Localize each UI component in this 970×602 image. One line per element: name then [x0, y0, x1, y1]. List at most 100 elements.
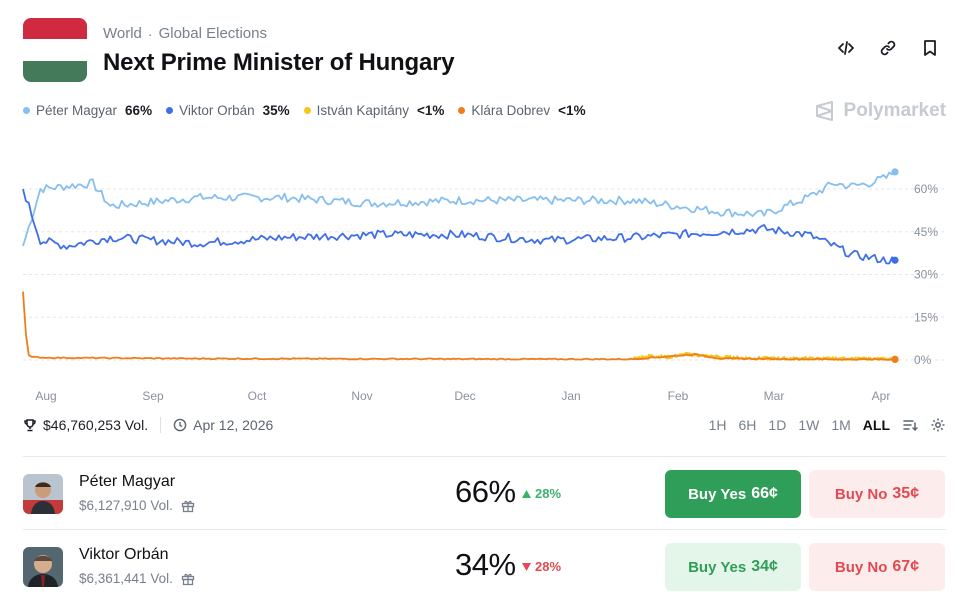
legend-label: István Kapitány: [316, 103, 409, 118]
volume-stat: $46,760,253 Vol.: [23, 417, 148, 433]
range-1h[interactable]: 1H: [708, 417, 727, 433]
legend-dot: [303, 107, 311, 114]
series-line-p-ter-magyar: [22, 171, 896, 247]
chart-legend: Péter Magyar 66% Viktor Orbán 35% István…: [23, 103, 586, 118]
series-endpoint: [891, 168, 899, 176]
buy-no-price: 35¢: [892, 485, 920, 502]
embed-code-icon[interactable]: [836, 38, 856, 58]
x-tick-label: Jan: [561, 389, 580, 403]
legend-value: <1%: [416, 103, 445, 118]
end-date-text: Apr 12, 2026: [193, 417, 274, 433]
legend-value: 66%: [125, 103, 153, 118]
triangle-up-icon: [522, 489, 531, 498]
x-tick-label: Sep: [142, 389, 164, 403]
page-title: Next Prime Minister of Hungary: [103, 49, 455, 76]
legend-value: 35%: [262, 103, 290, 118]
y-tick-label: 15%: [914, 310, 938, 324]
breadcrumb-world[interactable]: World: [103, 25, 142, 42]
range-6h[interactable]: 6H: [738, 417, 757, 433]
buy-yes-button[interactable]: Buy Yes 66¢: [665, 470, 801, 518]
hungary-flag: [23, 18, 87, 82]
x-tick-label: Aug: [35, 389, 56, 403]
clock-icon: [173, 418, 187, 432]
buy-yes-button[interactable]: Buy Yes 34¢: [665, 543, 801, 591]
legend-dot: [458, 107, 466, 114]
x-tick-label: Oct: [248, 389, 267, 403]
total-volume: $46,760,253 Vol.: [43, 417, 149, 433]
range-1m[interactable]: 1M: [831, 417, 851, 433]
y-tick-label: 0%: [914, 353, 932, 367]
x-tick-label: Nov: [351, 389, 372, 403]
legend-dot: [23, 107, 30, 114]
market-stats: $46,760,253 Vol. Apr 12, 2026: [23, 417, 273, 433]
end-date: Apr 12, 2026: [173, 417, 273, 433]
buy-yes-label: Buy Yes: [688, 485, 747, 503]
outcome-row-viktor-orban: Viktor Orbán $6,361,441 Vol. 34% 28% Buy…: [23, 530, 946, 602]
range-1d[interactable]: 1D: [768, 417, 787, 433]
buy-no-label: Buy No: [834, 558, 888, 576]
y-tick-label: 30%: [914, 268, 938, 282]
outcome-row-peter-magyar: Péter Magyar $6,127,910 Vol. 66% 28% Buy…: [23, 457, 946, 529]
link-icon[interactable]: [878, 38, 898, 58]
legend-item-klara-dobrev: Klára Dobrev <1%: [458, 103, 586, 118]
polymarket-logo-icon: [815, 101, 833, 121]
series-line-viktor-orb-n: [22, 188, 896, 265]
avatar: [23, 547, 63, 587]
series-endpoint: [891, 355, 899, 364]
range-all[interactable]: ALL: [862, 417, 890, 433]
buy-yes-price: 66¢: [751, 485, 778, 502]
outcome-probability: 66%: [455, 474, 516, 509]
legend-item-peter-magyar: Péter Magyar 66%: [23, 103, 152, 118]
triangle-down-icon: [522, 562, 531, 571]
time-range-selector: 1H 6H 1D 1W 1M ALL: [709, 417, 946, 433]
top-actions: [836, 38, 940, 58]
breadcrumb: World · Global Elections: [103, 25, 267, 42]
legend-item-viktor-orban: Viktor Orbán 35%: [166, 103, 290, 118]
stats-divider: [160, 417, 162, 433]
breadcrumb-global-elections[interactable]: Global Elections: [158, 25, 267, 42]
outcome-name[interactable]: Viktor Orbán: [79, 546, 169, 563]
y-tick-label: 60%: [914, 182, 938, 196]
buy-no-price: 67¢: [892, 558, 920, 575]
gift-icon[interactable]: [181, 499, 195, 513]
sort-icon[interactable]: [902, 417, 918, 433]
settings-gear-icon[interactable]: [930, 417, 946, 433]
bookmark-icon[interactable]: [920, 38, 940, 58]
legend-label: Péter Magyar: [36, 103, 118, 118]
outcome-volume-text: $6,127,910 Vol.: [79, 498, 173, 513]
breadcrumb-separator: ·: [147, 25, 153, 42]
outcome-change: 28%: [522, 559, 561, 574]
legend-label: Viktor Orbán: [179, 103, 255, 118]
buy-no-button[interactable]: Buy No 35¢: [809, 470, 945, 518]
x-tick-label: Mar: [764, 389, 785, 403]
outcome-change-text: 28%: [535, 559, 562, 574]
x-tick-label: Dec: [454, 389, 475, 403]
series-line-kl-ra-dobrev: [22, 291, 896, 361]
section-divider: [23, 456, 946, 457]
gift-icon[interactable]: [181, 572, 195, 586]
legend-item-istvan-kapitany: István Kapitány <1%: [303, 103, 445, 118]
legend-value: <1%: [558, 103, 586, 118]
x-tick-label: Apr: [872, 389, 891, 403]
avatar: [23, 474, 63, 514]
outcome-volume-text: $6,361,441 Vol.: [79, 571, 173, 586]
range-1w[interactable]: 1W: [798, 417, 820, 433]
outcome-probability: 34%: [455, 547, 516, 582]
buy-no-label: Buy No: [834, 485, 888, 503]
outcome-change: 28%: [522, 486, 561, 501]
outcome-name[interactable]: Péter Magyar: [79, 473, 176, 490]
y-tick-label: 45%: [914, 225, 938, 239]
outcome-change-text: 28%: [535, 486, 562, 501]
trophy-icon: [24, 419, 36, 432]
legend-label: Klára Dobrev: [471, 103, 551, 118]
polymarket-logo: Polymarket: [814, 100, 946, 122]
buy-no-button[interactable]: Buy No 67¢: [809, 543, 945, 591]
outcome-volume: $6,127,910 Vol.: [79, 498, 195, 513]
buy-yes-price: 34¢: [751, 558, 778, 575]
series-endpoint: [891, 256, 899, 264]
price-history-chart[interactable]: 60% 45% 30% 15% 0% Aug Sep Oct Nov Dec Jan Feb Mar Ap…: [0, 150, 970, 405]
x-tick-label: Feb: [668, 389, 689, 403]
legend-dot: [166, 107, 174, 114]
buy-yes-label: Buy Yes: [688, 558, 747, 576]
row-divider: [23, 529, 946, 530]
